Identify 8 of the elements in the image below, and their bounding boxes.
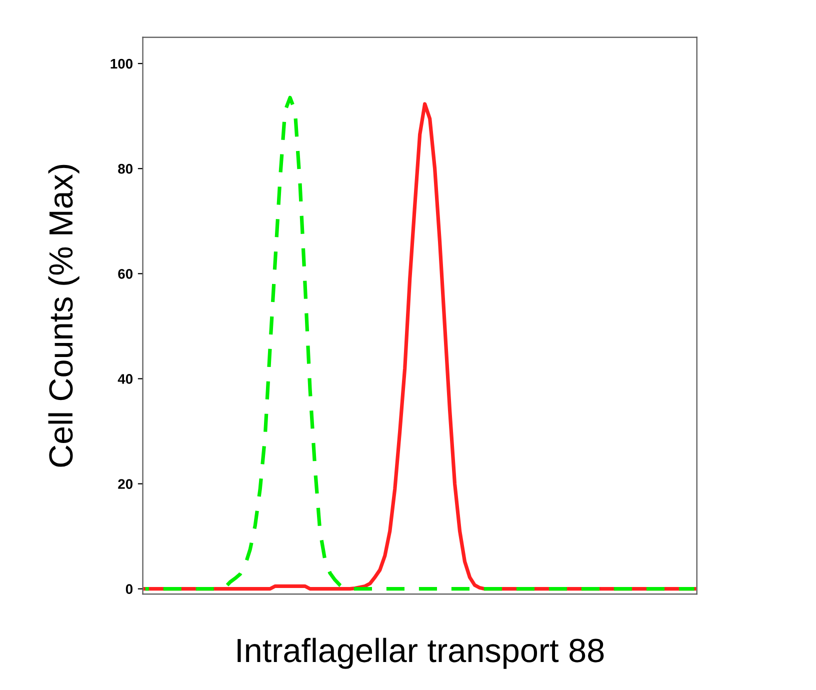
y-axis-title: Cell Counts (% Max) xyxy=(48,164,80,467)
y-tick-label: 0 xyxy=(126,584,133,594)
y-tick-label: 100 xyxy=(110,58,133,69)
y-tick-label: 80 xyxy=(118,164,133,174)
y-tick-label: 60 xyxy=(118,268,133,279)
y-tick-label: 40 xyxy=(118,374,133,384)
x-axis-title: Intraflagellar transport 88 xyxy=(238,638,604,669)
y-tick-label: 20 xyxy=(118,479,133,489)
